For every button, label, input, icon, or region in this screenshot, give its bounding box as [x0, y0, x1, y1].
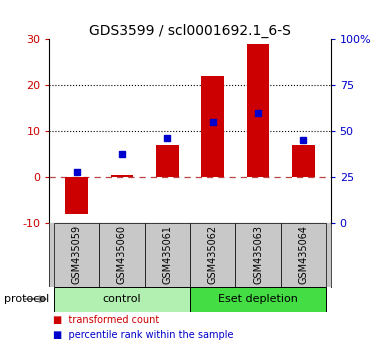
- Bar: [111, 175, 133, 177]
- Bar: [99, 223, 145, 287]
- Text: protocol: protocol: [4, 294, 49, 304]
- Bar: [65, 177, 88, 214]
- Text: ■  transformed count: ■ transformed count: [53, 315, 160, 325]
- Text: control: control: [103, 294, 141, 304]
- Text: GSM435063: GSM435063: [253, 225, 263, 284]
- Bar: [201, 76, 224, 177]
- Bar: [54, 287, 190, 312]
- Bar: [281, 223, 326, 287]
- Bar: [292, 145, 315, 177]
- Text: GSM435064: GSM435064: [298, 225, 309, 284]
- Text: GSM435059: GSM435059: [71, 225, 82, 285]
- Title: GDS3599 / scl0001692.1_6-S: GDS3599 / scl0001692.1_6-S: [89, 24, 291, 38]
- Bar: [235, 223, 281, 287]
- Bar: [190, 287, 326, 312]
- Text: Eset depletion: Eset depletion: [218, 294, 298, 304]
- Bar: [145, 223, 190, 287]
- Text: ■  percentile rank within the sample: ■ percentile rank within the sample: [53, 330, 234, 339]
- Bar: [156, 145, 179, 177]
- Text: GSM435060: GSM435060: [117, 225, 127, 284]
- Bar: [54, 223, 99, 287]
- Bar: [190, 223, 235, 287]
- Text: GSM435061: GSM435061: [162, 225, 172, 284]
- Text: GSM435062: GSM435062: [208, 225, 218, 285]
- Bar: [247, 44, 269, 177]
